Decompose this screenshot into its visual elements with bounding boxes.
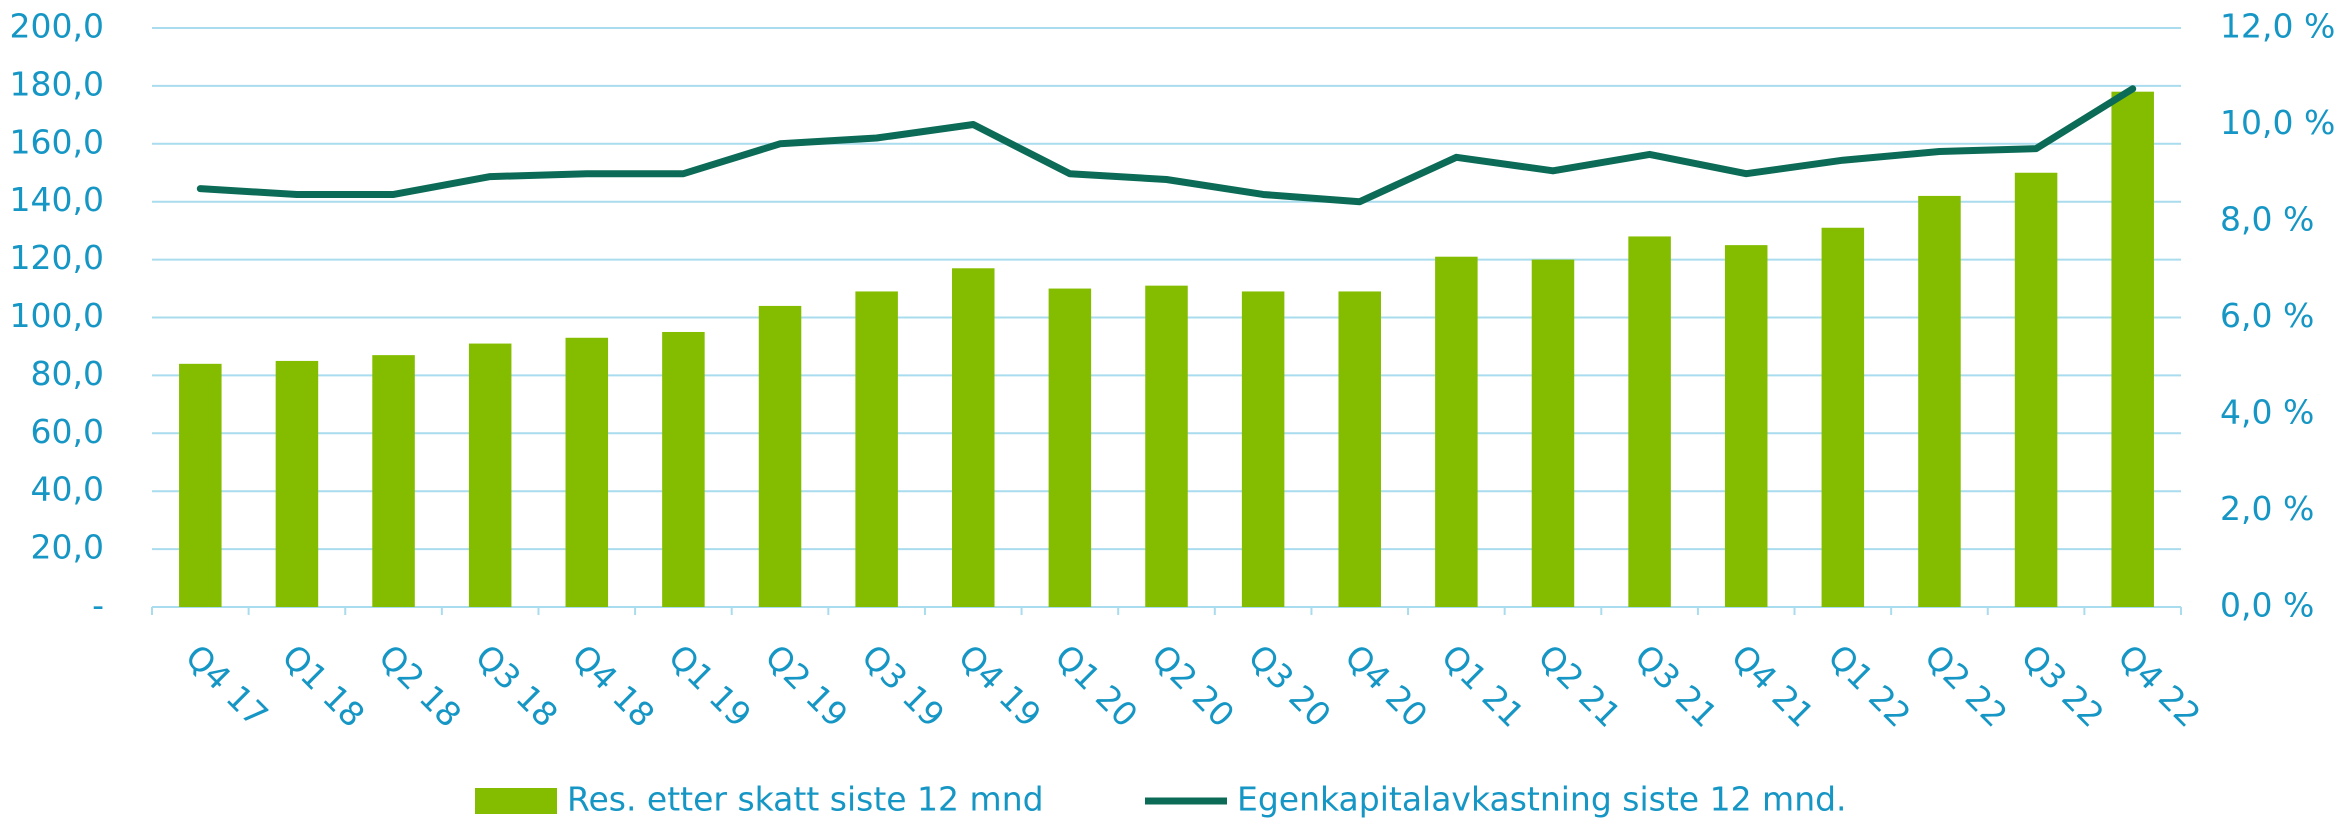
- y-tick-label: 140,0: [10, 180, 104, 219]
- bar: [952, 268, 995, 607]
- x-tick-label: Q2 18: [371, 637, 469, 735]
- y-tick-label: 20,0: [31, 528, 104, 567]
- x-tick-label: Q4 22: [2110, 637, 2208, 735]
- bar: [1435, 256, 1478, 607]
- x-tick-label: Q3 21: [1627, 637, 1725, 735]
- y2-tick-label: 0,0 %: [2220, 586, 2314, 625]
- bar: [468, 343, 512, 607]
- x-tick-label: Q1 19: [661, 637, 759, 735]
- bar: [1241, 291, 1285, 607]
- bar: [758, 305, 802, 607]
- y-tick-label: 120,0: [10, 238, 104, 277]
- x-tick-label: Q3 20: [1241, 637, 1339, 735]
- x-tick-label: Q1 22: [1820, 637, 1918, 735]
- x-tick-label: Q4 21: [1724, 637, 1822, 735]
- x-tick-label: Q4 19: [951, 637, 1049, 735]
- x-tick-label: Q2 20: [1144, 637, 1242, 735]
- y-tick-label: 180,0: [10, 64, 104, 103]
- x-tick-label: Q1 18: [275, 637, 373, 735]
- y-tick-label: 80,0: [31, 354, 104, 393]
- x-tick-label: Q3 18: [468, 637, 566, 735]
- x-tick-label: Q3 19: [854, 637, 952, 735]
- y2-tick-label: 2,0 %: [2220, 489, 2314, 528]
- x-tick-label: Q4 20: [1337, 637, 1435, 735]
- y2-tick-label: 10,0 %: [2220, 103, 2335, 142]
- bar: [565, 337, 609, 607]
- legend-label: Res. etter skatt siste 12 mnd: [567, 780, 1044, 819]
- bar: [1628, 236, 1671, 607]
- y-tick-label: 100,0: [10, 296, 104, 335]
- y2-tick-label: 8,0 %: [2220, 200, 2314, 239]
- y2-tick-label: 4,0 %: [2220, 393, 2314, 432]
- bar: [662, 331, 705, 607]
- y-tick-label: 160,0: [10, 122, 104, 161]
- x-tick-label: Q1 21: [1434, 637, 1532, 735]
- bar: [2111, 91, 2154, 607]
- bar: [855, 291, 898, 607]
- bar: [1145, 285, 1188, 607]
- bar: [372, 355, 415, 607]
- x-tick-label: Q1 20: [1048, 637, 1146, 735]
- x-tick-label: Q4 18: [564, 637, 662, 735]
- bar: [179, 363, 222, 607]
- x-tick-label: Q2 22: [1917, 637, 2015, 735]
- y-tick-label: 40,0: [31, 470, 104, 509]
- bar: [1724, 245, 1768, 607]
- bar: [1821, 227, 1865, 607]
- bar: [275, 360, 319, 607]
- bar: [1918, 195, 1961, 607]
- legend-label: Egenkapitalavkastning siste 12 mnd.: [1237, 780, 1847, 819]
- y-tick-label: 200,0: [10, 7, 104, 46]
- legend-swatch: [475, 788, 557, 814]
- x-tick-label: Q2 19: [758, 637, 856, 735]
- y-tick-label: 60,0: [31, 412, 104, 451]
- bar: [1338, 291, 1381, 607]
- x-tick-label: Q2 21: [1531, 637, 1629, 735]
- y2-tick-label: 12,0 %: [2220, 7, 2335, 46]
- bar: [2014, 172, 2058, 607]
- y2-tick-label: 6,0 %: [2220, 296, 2314, 335]
- line: [196, 85, 2137, 206]
- y-tick-label: -: [92, 586, 104, 625]
- bar: [1531, 259, 1575, 607]
- bar: [1048, 288, 1092, 607]
- x-tick-label: Q4 17: [178, 637, 276, 735]
- x-tick-label: Q3 22: [2014, 637, 2112, 735]
